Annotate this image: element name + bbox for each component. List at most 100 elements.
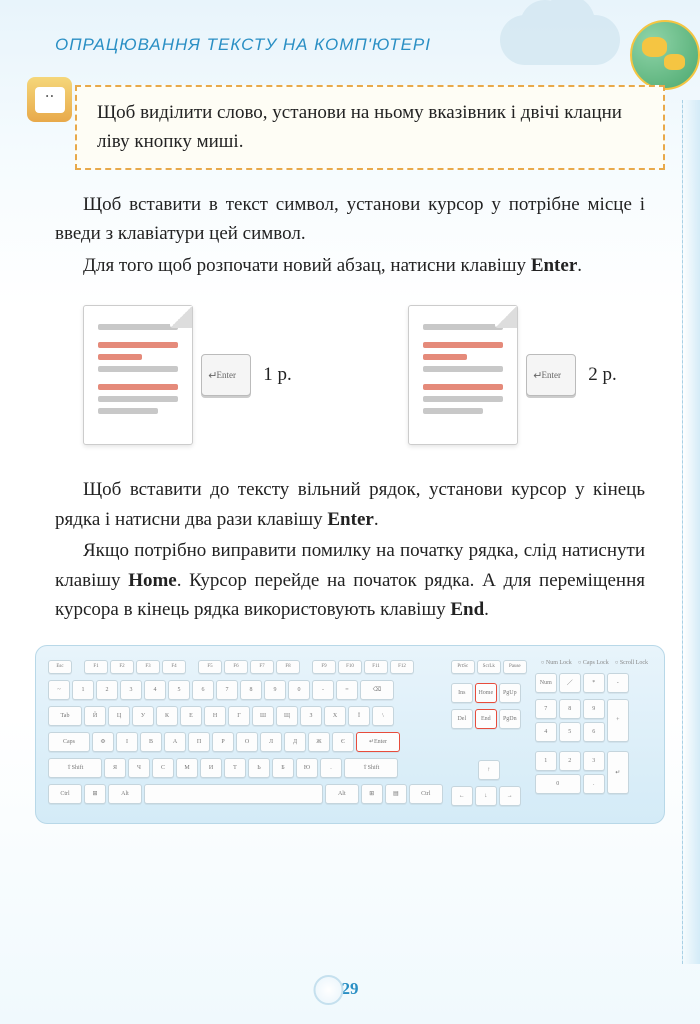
keyboard-key: Pause: [503, 660, 527, 674]
keyboard-key: А: [164, 732, 186, 752]
keyboard-key: О: [236, 732, 258, 752]
keyboard-illustration: EscF1F2F3F4F5F6F7F8F9F10F11F12 ~12345678…: [35, 645, 665, 824]
alt-key: Alt: [108, 784, 142, 804]
keyboard-key: F10: [338, 660, 362, 674]
numpad-key: 2: [559, 751, 581, 771]
nav-key: PgDn: [499, 709, 521, 729]
enter-key-icon: Enter: [526, 354, 576, 396]
document-icon: [408, 305, 518, 445]
keyboard-key: F4: [162, 660, 186, 674]
keyboard-key: 2: [96, 680, 118, 700]
keyboard-key: Р: [212, 732, 234, 752]
home-keyword: Home: [128, 570, 177, 591]
nav-key: PgUp: [499, 683, 521, 703]
keyboard-key: 0: [288, 680, 310, 700]
keyboard-key: Х: [324, 706, 346, 726]
keyboard-key: F8: [276, 660, 300, 674]
nav-key: Del: [451, 709, 473, 729]
para1-line2a: Для того щоб розпочати новий абзац, нати…: [83, 255, 531, 276]
win-key: ⊞: [361, 784, 383, 804]
keyboard-key: Ї: [348, 706, 370, 726]
shift-key: ⇧Shift: [344, 758, 398, 778]
keyboard-key: F9: [312, 660, 336, 674]
keyboard-key: 3: [120, 680, 142, 700]
keyboard-key: Ж: [308, 732, 330, 752]
keyboard-key: 5: [168, 680, 190, 700]
cloud-decoration: [500, 15, 620, 65]
keyboard-key: Н: [204, 706, 226, 726]
keyboard-key: Д: [284, 732, 306, 752]
keyboard-key: Й: [84, 706, 106, 726]
keyboard-key: F2: [110, 660, 134, 674]
end-keyword: End: [450, 599, 484, 620]
alt-key: Alt: [325, 784, 359, 804]
lock-indicators: Num LockCaps LockScroll Lock: [535, 660, 652, 666]
numpad-plus-key: +: [607, 699, 629, 742]
numpad-key: 7: [535, 699, 557, 719]
keyboard-key: =: [336, 680, 358, 700]
keyboard-key: К: [156, 706, 178, 726]
keyboard-key: Є: [332, 732, 354, 752]
shift-key: ⇧Shift: [48, 758, 102, 778]
keyboard-key: С: [152, 758, 174, 778]
keyboard-key: PrtSc: [451, 660, 475, 674]
tab-key: Tab: [48, 706, 82, 726]
numpad-key: 1: [535, 751, 557, 771]
keyboard-key: Ю: [296, 758, 318, 778]
tip-callout: Щоб виділити слово, установи на ньому вк…: [75, 85, 665, 170]
menu-key: ▤: [385, 784, 407, 804]
keyboard-key: 9: [264, 680, 286, 700]
enter-key: ↵Enter: [356, 732, 400, 752]
numpad-key: 5: [559, 722, 581, 742]
numpad-key: 6: [583, 722, 605, 742]
win-key: ⊞: [84, 784, 106, 804]
keyboard-key: В: [140, 732, 162, 752]
paragraph-block-1: Щоб вставити в текст символ, установи ку…: [55, 190, 645, 280]
keyboard-key: Ш: [252, 706, 274, 726]
ctrl-key: Ctrl: [48, 784, 82, 804]
keyboard-key: М: [176, 758, 198, 778]
keyboard-key: П: [188, 732, 210, 752]
arrow-up-key: ↑: [478, 760, 500, 780]
enter-diagram: Enter 1 р. Enter 2 р.: [30, 305, 670, 445]
keyboard-key: И: [200, 758, 222, 778]
keyboard-key: F1: [84, 660, 108, 674]
monitor-icon: [27, 77, 72, 122]
keyboard-key: F12: [390, 660, 414, 674]
document-icon: [83, 305, 193, 445]
keyboard-key: ~: [48, 680, 70, 700]
page-number: 29: [342, 979, 359, 999]
keyboard-key: \: [372, 706, 394, 726]
ctrl-key: Ctrl: [409, 784, 443, 804]
keyboard-key: Ф: [92, 732, 114, 752]
para1-line1: Щоб вставити в текст символ, установи ку…: [55, 194, 645, 244]
keyboard-key: У: [132, 706, 154, 726]
numpad-key: Num: [535, 673, 557, 693]
keyboard-key: 7: [216, 680, 238, 700]
arrow-down-key: ↓: [475, 786, 497, 806]
numpad-key: 8: [559, 699, 581, 719]
numpad-key: .: [583, 774, 605, 794]
press-count-2: 2 р.: [588, 364, 617, 386]
paragraph-block-2: Щоб вставити до тексту вільний рядок, ус…: [55, 475, 645, 624]
keyboard-key: F6: [224, 660, 248, 674]
keyboard-key: -: [312, 680, 334, 700]
keyboard-key: Esc: [48, 660, 72, 674]
numpad-key: ／: [559, 673, 581, 693]
keyboard-key: .: [320, 758, 342, 778]
backspace-key: ⌫: [360, 680, 394, 700]
keyboard-key: 6: [192, 680, 214, 700]
keyboard-key: F3: [136, 660, 160, 674]
page-edge-decoration: [682, 100, 700, 964]
keyboard-key: F11: [364, 660, 388, 674]
numpad-key: 3: [583, 751, 605, 771]
home-key: Home: [475, 683, 497, 703]
capslock-key: Caps: [48, 732, 90, 752]
enter-key-icon: Enter: [201, 354, 251, 396]
keyboard-key: 4: [144, 680, 166, 700]
enter-keyword: Enter: [327, 509, 373, 530]
tip-text: Щоб виділити слово, установи на ньому вк…: [97, 102, 622, 152]
keyboard-key: 8: [240, 680, 262, 700]
para1-line2c: .: [577, 255, 582, 276]
p2-l1c: .: [374, 509, 379, 530]
